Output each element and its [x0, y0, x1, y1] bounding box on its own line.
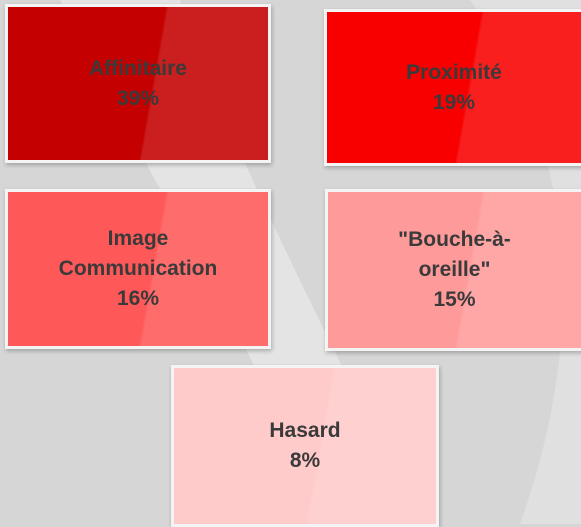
node-label: "Bouche-à-oreille" — [398, 228, 511, 281]
node: Hasard 8% — [171, 365, 439, 527]
node-value: 39% — [116, 86, 160, 110]
node-value: 19% — [432, 90, 476, 114]
node-label: Affinitaire — [88, 56, 187, 80]
node-value: 16% — [116, 287, 160, 310]
gloss — [327, 12, 581, 163]
node-value: 8% — [289, 449, 321, 472]
node: Affinitaire 39% — [5, 4, 271, 163]
node: Image Communication 16% — [5, 189, 271, 349]
node-value: 15% — [433, 288, 476, 311]
gloss — [328, 192, 581, 348]
node-label: Hasard — [269, 419, 341, 442]
node-label: Proximité — [406, 60, 502, 84]
node-label: Image Communication — [58, 227, 218, 280]
node: "Bouche-à-oreille" 15% — [325, 189, 581, 351]
gloss — [174, 368, 436, 524]
node: Proximité 19% — [324, 9, 581, 166]
gloss — [8, 7, 268, 160]
gloss — [8, 192, 268, 346]
